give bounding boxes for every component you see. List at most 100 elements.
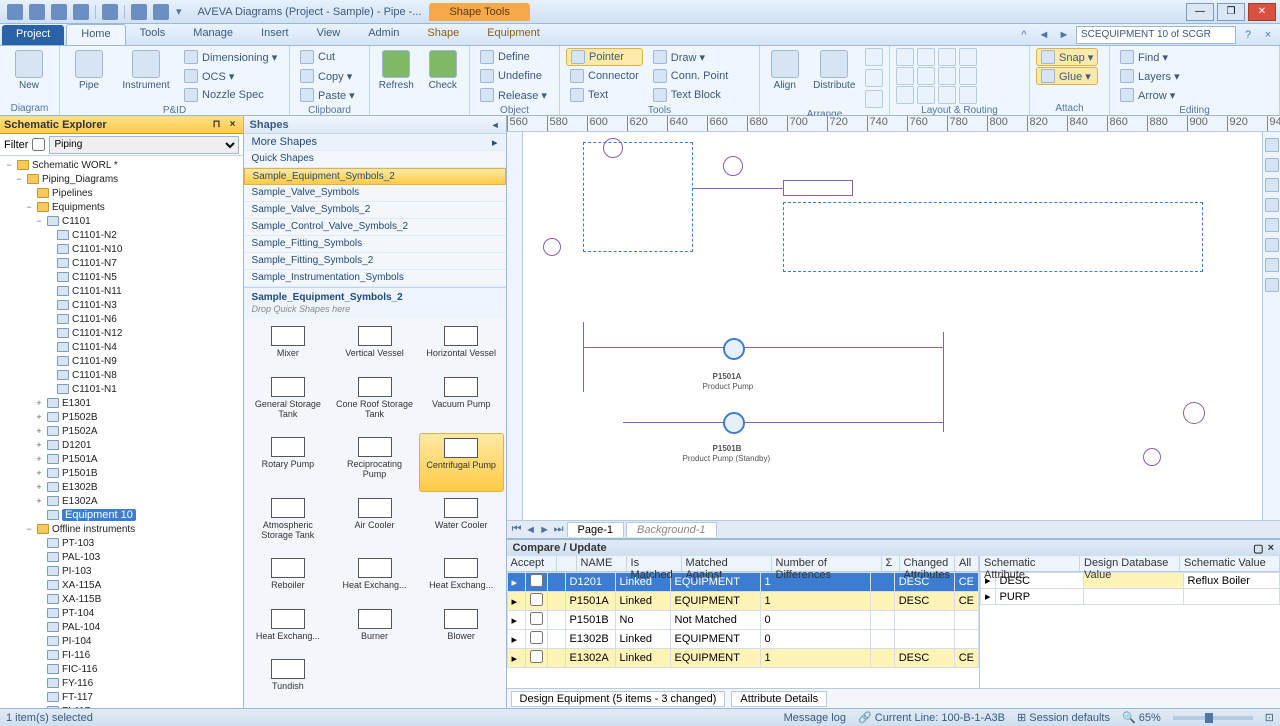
page-next-icon[interactable]: ► bbox=[539, 524, 551, 536]
tree-node[interactable]: C1101-N4 bbox=[0, 340, 243, 354]
tab-manage[interactable]: Manage bbox=[179, 24, 247, 45]
shape-item[interactable]: Horizontal Vessel bbox=[419, 322, 504, 371]
arrange-icon[interactable] bbox=[865, 90, 883, 108]
fit-page-icon[interactable]: ⊡ bbox=[1265, 711, 1274, 724]
more-shapes[interactable]: More Shapes▸ bbox=[244, 134, 506, 151]
tab-admin[interactable]: Admin bbox=[354, 24, 413, 45]
tab-shape[interactable]: Shape bbox=[413, 24, 473, 45]
new-diagram-button[interactable]: New bbox=[6, 48, 52, 91]
shape-item[interactable]: Water Cooler bbox=[419, 494, 504, 553]
tree-node[interactable]: XA-115A bbox=[0, 578, 243, 592]
layout-icon[interactable] bbox=[917, 67, 935, 85]
stencil-item[interactable]: Sample_Control_Valve_Symbols_2 bbox=[244, 219, 506, 236]
shape-item[interactable]: Vertical Vessel bbox=[332, 322, 417, 371]
layout-icon[interactable] bbox=[896, 67, 914, 85]
qat-print-icon[interactable] bbox=[51, 4, 67, 20]
tree-node[interactable]: PT-104 bbox=[0, 606, 243, 620]
tab-tools[interactable]: Tools bbox=[126, 24, 180, 45]
detail-row[interactable]: ▸PURP bbox=[981, 589, 1280, 605]
tree-node[interactable]: C1101-N7 bbox=[0, 256, 243, 270]
layout-icon[interactable] bbox=[938, 67, 956, 85]
status-zoom[interactable]: 🔍 65% bbox=[1122, 711, 1161, 724]
shape-item[interactable]: Cone Roof Storage Tank bbox=[332, 373, 417, 432]
tree-node[interactable]: −Equipments bbox=[0, 200, 243, 214]
tree-node[interactable]: +P1501A bbox=[0, 452, 243, 466]
pin-icon[interactable]: ⊓ bbox=[211, 119, 223, 131]
tree-node[interactable]: C1101-N12 bbox=[0, 326, 243, 340]
find-button[interactable]: Find ▾ bbox=[1116, 48, 1184, 66]
tab-equipment[interactable]: Equipment bbox=[473, 24, 554, 45]
pointer-button[interactable]: Pointer bbox=[566, 48, 643, 66]
shape-item[interactable]: Atmospheric Storage Tank bbox=[246, 494, 331, 553]
pump-p1501a[interactable] bbox=[723, 338, 745, 360]
stencil-item[interactable]: Sample_Equipment_Symbols_2 bbox=[244, 168, 506, 185]
filter-select[interactable]: Piping bbox=[49, 136, 238, 154]
quick-shapes[interactable]: Quick Shapes bbox=[244, 151, 506, 168]
snap-button[interactable]: Snap ▾ bbox=[1036, 48, 1098, 66]
layout-icon[interactable] bbox=[959, 86, 977, 104]
tab-home[interactable]: Home bbox=[66, 24, 125, 45]
tree-node[interactable]: FIC-116 bbox=[0, 662, 243, 676]
dimensioning-button[interactable]: Dimensioning ▾ bbox=[180, 48, 281, 66]
undefine-button[interactable]: Undefine bbox=[476, 67, 551, 85]
ribbon-min-icon[interactable]: ^ bbox=[1016, 29, 1032, 41]
page-tab-bg[interactable]: Background-1 bbox=[626, 522, 717, 537]
tree-node[interactable]: C1101-N3 bbox=[0, 298, 243, 312]
status-session[interactable]: ⊞ Session defaults bbox=[1017, 711, 1110, 724]
tree-node[interactable]: FI-116 bbox=[0, 648, 243, 662]
qat-mail-icon[interactable] bbox=[73, 4, 89, 20]
compare-row[interactable]: ▸D1201LinkedEQUIPMENT1DESCCE bbox=[507, 573, 978, 592]
tree-node[interactable]: PAL-104 bbox=[0, 620, 243, 634]
shape-item[interactable]: Rotary Pump bbox=[246, 433, 331, 492]
detail-row[interactable]: ▸DESCReflux Boiler bbox=[981, 573, 1280, 589]
tree-node[interactable]: +P1502B bbox=[0, 410, 243, 424]
compare-row[interactable]: ▸P1501BNoNot Matched0 bbox=[507, 611, 978, 630]
qat-copy-icon[interactable] bbox=[102, 4, 118, 20]
paste-button[interactable]: Paste ▾ bbox=[296, 86, 359, 104]
tree-node[interactable]: C1101-N8 bbox=[0, 368, 243, 382]
layout-icon[interactable] bbox=[917, 48, 935, 66]
compare-row[interactable]: ▸E1302ALinkedEQUIPMENT1DESCCE bbox=[507, 649, 978, 668]
compare-footer-tab[interactable]: Design Equipment (5 items - 3 changed) bbox=[511, 691, 726, 707]
page-tab-1[interactable]: Page-1 bbox=[567, 522, 624, 537]
check-button[interactable]: Check bbox=[423, 48, 464, 91]
panel-close-icon[interactable]: × bbox=[1268, 542, 1274, 555]
help-icon[interactable]: ? bbox=[1240, 29, 1256, 41]
tree-node[interactable]: Equipment 10 bbox=[0, 508, 243, 522]
shape-item[interactable]: General Storage Tank bbox=[246, 373, 331, 432]
shape-item[interactable]: Burner bbox=[332, 605, 417, 654]
close-panel-icon[interactable]: × bbox=[227, 119, 239, 131]
tool-icon[interactable] bbox=[1265, 238, 1279, 252]
arrange-icon[interactable] bbox=[865, 48, 883, 66]
layout-icon[interactable] bbox=[896, 48, 914, 66]
qat-undo-icon[interactable] bbox=[131, 4, 147, 20]
collapse-icon[interactable]: ◄ bbox=[491, 120, 500, 130]
minimize-button[interactable]: — bbox=[1186, 3, 1214, 21]
text-button[interactable]: Text bbox=[566, 86, 643, 104]
tool-icon[interactable] bbox=[1265, 178, 1279, 192]
tool-icon[interactable] bbox=[1265, 158, 1279, 172]
compare-row[interactable]: ▸P1501ALinkedEQUIPMENT1DESCCE bbox=[507, 592, 978, 611]
shape-item[interactable]: Centrifugal Pump bbox=[419, 433, 504, 492]
draw-button[interactable]: Draw ▾ bbox=[649, 48, 732, 66]
compare-grid[interactable]: Accept NAME Is Matched Matched Against N… bbox=[507, 556, 980, 688]
tab-insert[interactable]: Insert bbox=[247, 24, 303, 45]
tree-node[interactable]: PI-103 bbox=[0, 564, 243, 578]
tree-node[interactable]: +E1302A bbox=[0, 494, 243, 508]
tree-node[interactable]: C1101-N2 bbox=[0, 228, 243, 242]
tool-icon[interactable] bbox=[1265, 258, 1279, 272]
page-first-icon[interactable]: ⏮ bbox=[511, 523, 523, 536]
shape-item[interactable]: Tundish bbox=[246, 655, 331, 704]
page-last-icon[interactable]: ⏭ bbox=[553, 523, 565, 536]
shape-item[interactable]: Blower bbox=[419, 605, 504, 654]
nozzle-spec-button[interactable]: Nozzle Spec bbox=[180, 86, 281, 104]
shape-item[interactable]: Heat Exchang... bbox=[332, 554, 417, 603]
instrument-button[interactable]: Instrument bbox=[118, 48, 174, 91]
panel-max-icon[interactable]: ▢ bbox=[1253, 542, 1263, 555]
close-button[interactable]: ✕ bbox=[1248, 3, 1276, 21]
explorer-tree[interactable]: −Schematic WORL *−Piping_DiagramsPipelin… bbox=[0, 156, 243, 708]
maximize-button[interactable]: ❐ bbox=[1217, 3, 1245, 21]
connpoint-button[interactable]: Conn. Point bbox=[649, 67, 732, 85]
release-button[interactable]: Release ▾ bbox=[476, 86, 551, 104]
shape-item[interactable]: Air Cooler bbox=[332, 494, 417, 553]
